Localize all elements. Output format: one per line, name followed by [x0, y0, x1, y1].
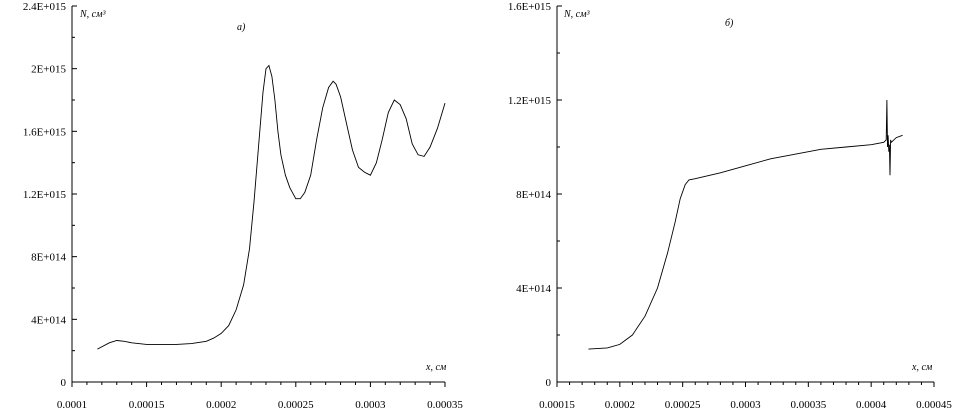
x-tick-label-a: 0.0003: [355, 399, 386, 410]
series-line-a-0: [97, 64, 446, 350]
x-tick-label-b: 0.00035: [790, 399, 826, 410]
panel-label-b: б): [725, 18, 734, 29]
y-tick-label-a: 1.6E+015: [23, 126, 67, 138]
x-tick-label-b: 0.00045: [916, 399, 952, 410]
x-tick-label-b: 0.00025: [665, 399, 701, 410]
x-tick-label-a: 0.0001: [57, 399, 87, 410]
x-tick-label-b: 0.0004: [856, 399, 887, 410]
y-tick-label-b: 0: [546, 377, 552, 389]
x-tick-label-a: 0.00025: [278, 399, 314, 410]
x-tick-label-b: 0.00015: [539, 399, 575, 410]
y-tick-label-a: 4E+014: [31, 314, 66, 326]
series-line-b-0: [588, 99, 903, 350]
y-tick-label-a: 2E+015: [31, 64, 66, 76]
y-tick-label-b: 4E+014: [516, 283, 551, 295]
y-tick-label-a: 2.4E+015: [23, 1, 67, 13]
y-tick-label-b: 8E+014: [516, 189, 551, 201]
chart-a: а) N, см³ x, см 0 4E+014 8E+014 1.2E+015 1.6…: [23, 1, 464, 410]
x-tick-label-b: 0.0003: [730, 399, 761, 410]
y-tick-label-b: 1.2E+015: [508, 95, 552, 107]
x-axis-label-a: x, см: [425, 362, 447, 373]
x-tick-label-a: 0.00015: [129, 399, 165, 410]
y-axis-label-b: N, см³: [563, 9, 590, 20]
panel-label-a: а): [237, 22, 246, 33]
y-tick-label-a: 1.2E+015: [23, 189, 67, 201]
x-tick-label-a: 0.0002: [206, 399, 236, 410]
y-tick-label-b: 1.6E+015: [508, 1, 552, 13]
y-tick-label-a: 8E+014: [31, 252, 66, 264]
x-tick-label-b: 0.0002: [605, 399, 635, 410]
x-tick-label-a: 0.00035: [427, 399, 463, 410]
x-axis-label-b: x, см: [911, 362, 933, 373]
y-axis-label-a: N, см³: [79, 9, 106, 20]
y-tick-label-a: 0: [61, 377, 67, 389]
chart-b: б) N, см³ x, см 0 4E+014 8E+014 1.2E+015 1.6…: [508, 1, 953, 410]
